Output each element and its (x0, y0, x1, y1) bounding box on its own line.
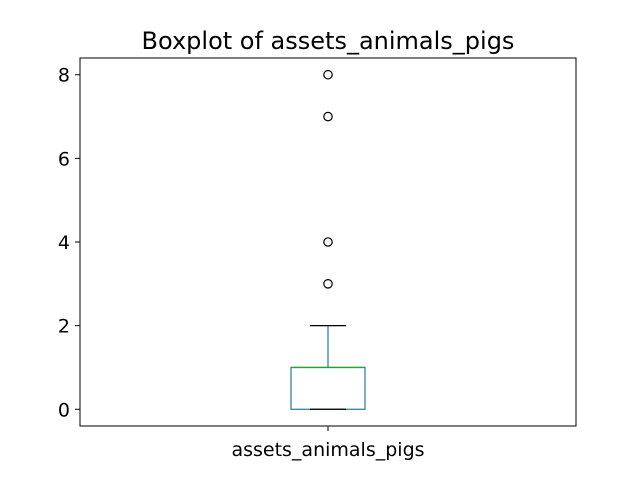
outlier-point (323, 237, 333, 247)
outlier-point (323, 279, 333, 289)
y-tick-label: 4 (58, 232, 70, 254)
plot-area (79, 57, 577, 427)
plot-marks (290, 69, 366, 410)
x-axis: assets_animals_pigs (231, 426, 425, 461)
outlier-point (323, 111, 333, 122)
y-tick-label: 2 (58, 316, 70, 338)
chart-title: Boxplot of assets_animals_pigs (142, 27, 515, 55)
y-tick-label: 0 (58, 399, 70, 421)
outlier-point (323, 69, 333, 80)
box (290, 366, 366, 410)
x-tick-label: assets_animals_pigs (231, 439, 424, 461)
y-axis: 0 2 4 6 8 (58, 65, 80, 421)
y-tick-label: 6 (58, 148, 70, 170)
y-tick-label: 8 (58, 65, 70, 87)
